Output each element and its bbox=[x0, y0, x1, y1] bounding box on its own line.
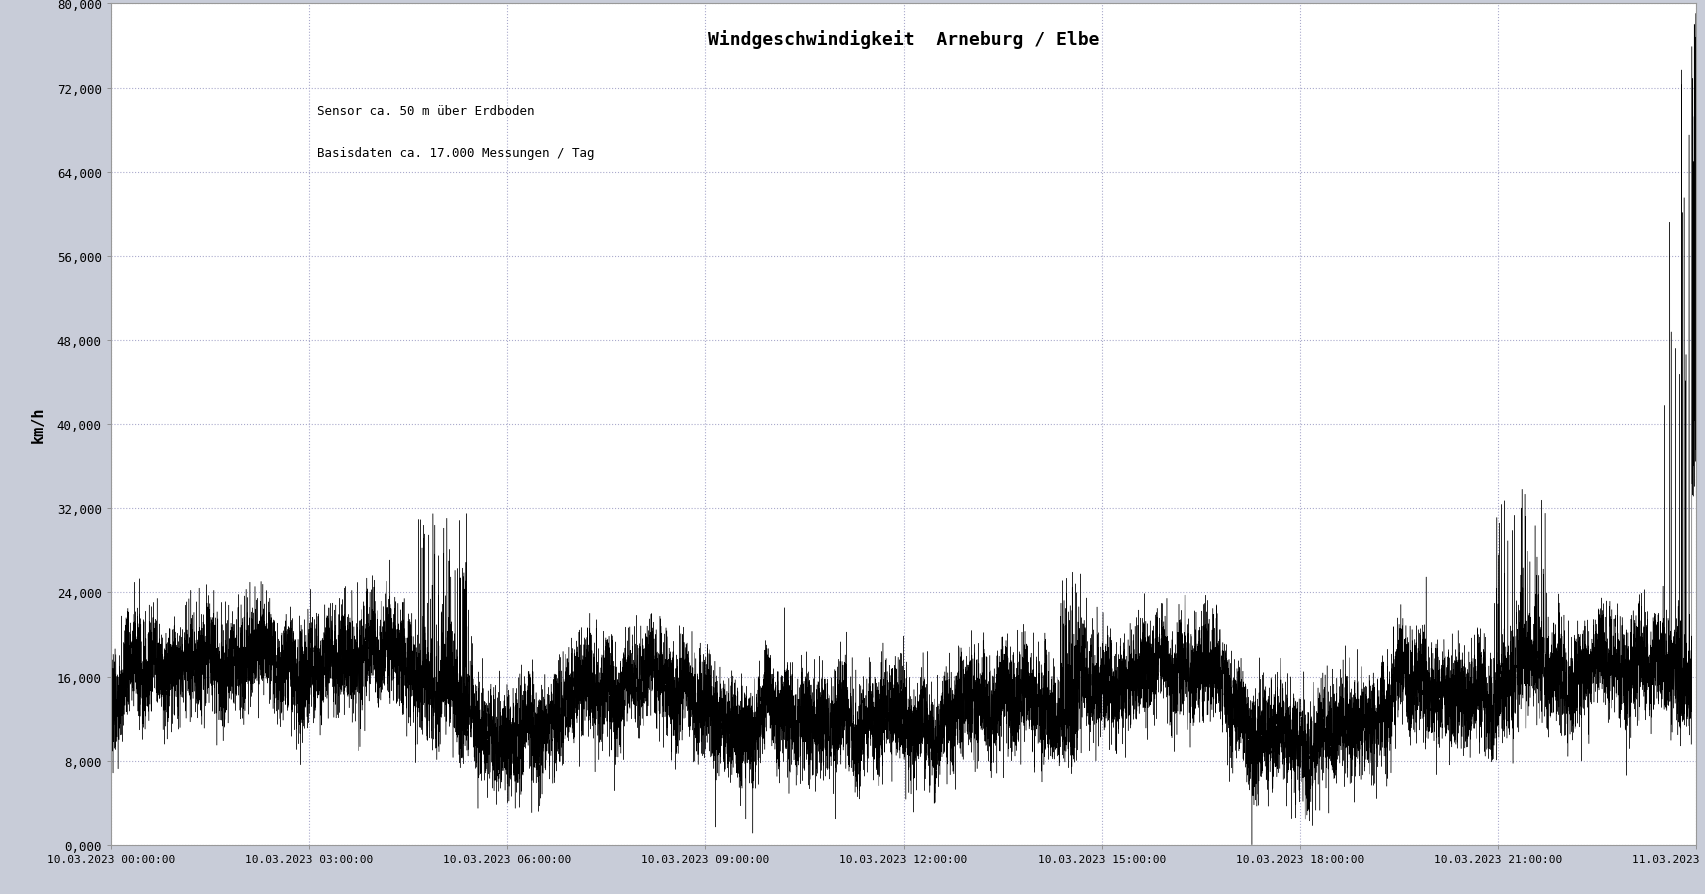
Text: Windgeschwindigkeit  Arneburg / Elbe: Windgeschwindigkeit Arneburg / Elbe bbox=[708, 30, 1100, 48]
Y-axis label: km/h: km/h bbox=[31, 407, 46, 443]
Text: Basisdaten ca. 17.000 Messungen / Tag: Basisdaten ca. 17.000 Messungen / Tag bbox=[317, 148, 595, 160]
Text: Sensor ca. 50 m über Erdboden: Sensor ca. 50 m über Erdboden bbox=[317, 105, 534, 118]
